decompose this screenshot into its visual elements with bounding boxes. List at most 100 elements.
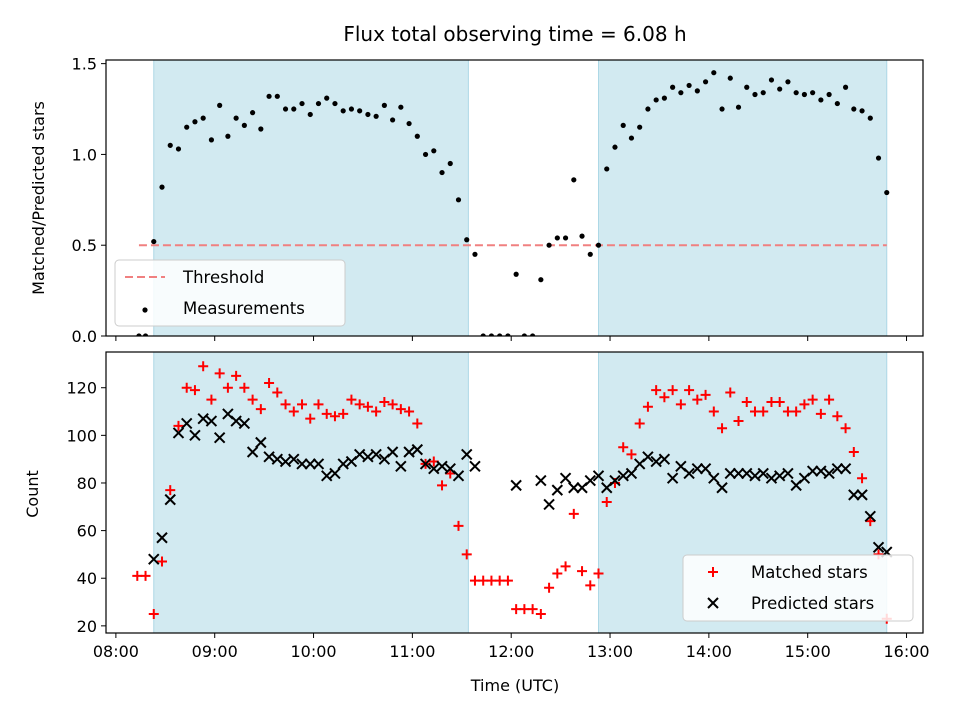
measurement-point <box>867 115 873 121</box>
plot-marks <box>136 70 890 336</box>
x-tick-label: 11:00 <box>389 642 435 661</box>
measurement-point <box>373 113 379 119</box>
x-tick-label: 15:00 <box>785 642 831 661</box>
measurement-point <box>200 115 206 121</box>
predicted-star-point <box>650 455 662 468</box>
predicted-star-point <box>782 467 794 480</box>
y-tick-label: 100 <box>66 426 97 445</box>
measurement-point <box>315 100 322 107</box>
matched-star-point <box>684 385 695 396</box>
matched-star-point <box>437 480 448 491</box>
matched-star-point <box>527 604 538 615</box>
predicted-star-point <box>461 448 473 461</box>
predicted-star-point <box>510 479 522 492</box>
measurement-point <box>365 111 371 118</box>
matched-star-point <box>297 399 308 410</box>
matched-star-point <box>634 418 645 429</box>
measurement-point <box>818 97 824 103</box>
matched-star-point <box>824 394 835 405</box>
matched-star-point <box>840 423 851 434</box>
matched-star-point <box>412 418 423 429</box>
matched-star-point <box>552 568 563 579</box>
measurement-point <box>620 122 626 128</box>
predicted-star-point <box>370 448 382 461</box>
predicted-star-point <box>337 458 349 470</box>
predicted-star-point <box>716 482 728 494</box>
matched-star-point <box>502 575 513 586</box>
measurement-point <box>554 235 560 241</box>
measurement-point <box>217 102 223 108</box>
predicted-star-point <box>329 467 341 480</box>
y-tick-label: 20 <box>77 617 97 636</box>
measurement-point <box>175 146 182 152</box>
matched-star-point <box>535 608 546 619</box>
matched-star-point <box>585 580 596 591</box>
predicted-star-point <box>683 467 695 480</box>
predicted-star-point <box>181 417 193 430</box>
measurement-point <box>167 142 173 148</box>
predicted-star-point <box>156 532 168 544</box>
measurement-point <box>488 333 495 336</box>
observing-window-shade <box>153 351 469 634</box>
measurement-point <box>291 106 297 112</box>
predicted-star-point <box>815 465 827 477</box>
measurement-point <box>546 242 552 248</box>
predicted-star-point <box>164 493 176 506</box>
predicted-star-point <box>197 412 209 425</box>
matched-star-point <box>848 447 859 458</box>
measurement-point <box>455 197 462 203</box>
matched-star-point <box>354 399 365 410</box>
predicted-star-point <box>708 472 720 484</box>
predicted-star-point <box>543 498 555 511</box>
observing-window-shade <box>598 59 888 337</box>
predicted-star-point <box>288 453 300 465</box>
measurement-point <box>810 90 816 96</box>
measurement-point <box>538 277 544 283</box>
matched-star-point <box>865 516 876 527</box>
matched-star-point <box>222 382 233 393</box>
matched-star-point <box>379 397 390 408</box>
measurement-point <box>645 106 651 112</box>
legend: Matched stars Predicted stars <box>682 554 914 622</box>
predicted-star-point <box>213 432 226 444</box>
matched-star-point <box>189 385 200 396</box>
predicted-star-point <box>617 470 629 482</box>
measurement-point <box>472 251 478 257</box>
measurement-point <box>801 91 808 98</box>
matched-star-point <box>807 394 818 405</box>
measurement-point <box>628 135 635 141</box>
measurement-point <box>562 235 569 241</box>
measurement-point <box>744 84 750 90</box>
legend-entry-label: Predicted stars <box>751 594 874 613</box>
measurement-point <box>233 115 239 121</box>
matched-star-point <box>857 473 868 484</box>
measurement-point <box>711 70 717 76</box>
predicted-star-point <box>321 470 333 482</box>
chart-title: Flux total observing time = 6.08 h <box>343 22 686 46</box>
predicted-star-point <box>848 489 860 501</box>
matched-star-point <box>313 399 324 410</box>
measurement-point <box>241 122 247 128</box>
measurement-point <box>192 119 198 125</box>
legend-box <box>114 259 346 327</box>
measurement-point <box>406 120 412 127</box>
legend-entry-label: Matched stars <box>751 563 868 582</box>
predicted-star-point <box>666 472 679 484</box>
predicted-star-point <box>741 467 753 480</box>
measurement-point <box>184 124 190 130</box>
predicted-star-point <box>403 446 415 458</box>
matched-star-point <box>140 570 151 581</box>
predicted-star-point <box>255 436 267 449</box>
measurement-point <box>612 144 618 150</box>
measurement-point <box>604 166 610 172</box>
matched-star-point <box>708 406 719 417</box>
measurement-point <box>727 75 733 81</box>
legend-x-swatch <box>707 597 719 609</box>
predicted-star-point <box>238 417 251 430</box>
matched-star-point <box>280 399 291 410</box>
measurement-point <box>768 77 775 83</box>
measurement-point <box>785 79 791 85</box>
predicted-star-point <box>246 446 259 458</box>
predicted-star-point <box>609 474 621 487</box>
